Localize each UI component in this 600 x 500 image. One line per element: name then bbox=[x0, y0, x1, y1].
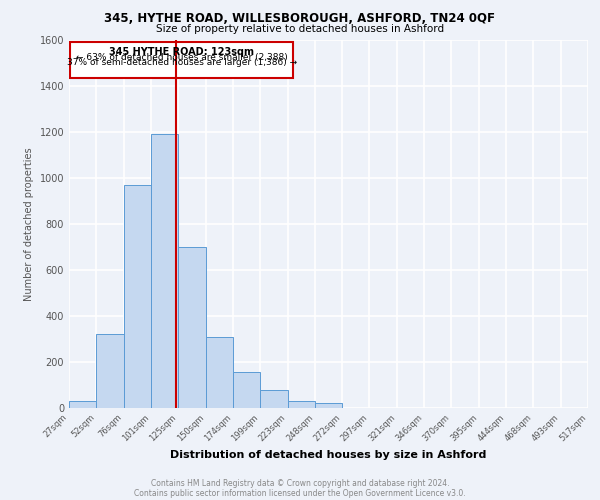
Bar bbox=[178, 246, 206, 408]
Bar bbox=[206, 338, 233, 407]
Text: Size of property relative to detached houses in Ashford: Size of property relative to detached ho… bbox=[156, 24, 444, 34]
Bar bbox=[97, 334, 124, 407]
Text: 345, HYTHE ROAD, WILLESBOROUGH, ASHFORD, TN24 0QF: 345, HYTHE ROAD, WILLESBOROUGH, ASHFORD,… bbox=[104, 12, 496, 26]
Text: ← 63% of detached houses are smaller (2,388): ← 63% of detached houses are smaller (2,… bbox=[76, 53, 287, 62]
Bar bbox=[69, 400, 97, 407]
Y-axis label: Number of detached properties: Number of detached properties bbox=[24, 147, 34, 300]
Bar bbox=[287, 400, 315, 407]
Bar bbox=[151, 134, 178, 407]
Bar bbox=[124, 184, 151, 408]
X-axis label: Distribution of detached houses by size in Ashford: Distribution of detached houses by size … bbox=[170, 450, 487, 460]
Bar bbox=[260, 390, 287, 407]
Bar bbox=[315, 403, 342, 407]
FancyBboxPatch shape bbox=[70, 42, 293, 78]
Text: Contains public sector information licensed under the Open Government Licence v3: Contains public sector information licen… bbox=[134, 489, 466, 498]
Bar bbox=[233, 372, 260, 408]
Text: Contains HM Land Registry data © Crown copyright and database right 2024.: Contains HM Land Registry data © Crown c… bbox=[151, 479, 449, 488]
Text: 345 HYTHE ROAD: 123sqm: 345 HYTHE ROAD: 123sqm bbox=[109, 47, 254, 57]
Text: 37% of semi-detached houses are larger (1,386) →: 37% of semi-detached houses are larger (… bbox=[67, 58, 297, 67]
